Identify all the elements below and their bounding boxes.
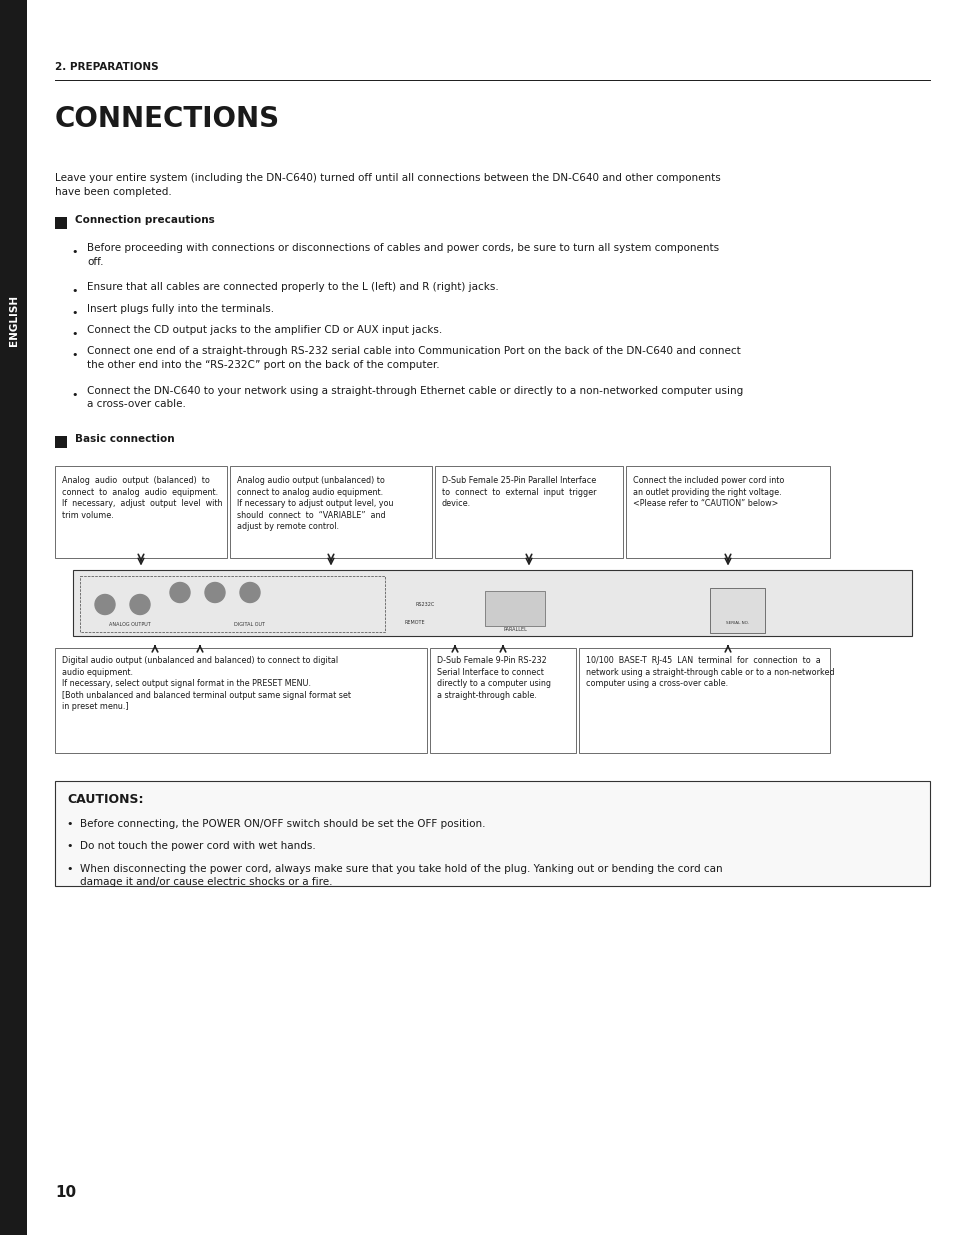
Text: •: • — [67, 820, 73, 830]
Bar — [0, 0, 27, 1235]
Bar — [80, 577, 385, 632]
Bar — [435, 467, 622, 558]
Text: Basic connection: Basic connection — [75, 435, 174, 445]
Text: •: • — [71, 308, 78, 317]
Text: Connect one end of a straight-through RS-232 serial cable into Communication Por: Connect one end of a straight-through RS… — [87, 347, 740, 370]
Bar — [55, 782, 929, 887]
Circle shape — [95, 594, 115, 615]
Text: Do not touch the power cord with wet hands.: Do not touch the power cord with wet han… — [80, 841, 315, 851]
Text: Connect the included power cord into
an outlet providing the right voltage.
<Ple: Connect the included power cord into an … — [633, 477, 783, 509]
Bar — [73, 571, 911, 636]
Bar — [484, 592, 544, 626]
Text: Ensure that all cables are connected properly to the L (left) and R (right) jack: Ensure that all cables are connected pro… — [87, 282, 498, 291]
Text: SERIAL NO.: SERIAL NO. — [724, 621, 748, 625]
Text: •: • — [71, 389, 78, 399]
Bar — [230, 467, 432, 558]
Bar — [625, 467, 829, 558]
Text: Analog audio output (unbalanced) to
connect to analog audio equipment.
If necess: Analog audio output (unbalanced) to conn… — [236, 477, 393, 531]
Text: Insert plugs fully into the terminals.: Insert plugs fully into the terminals. — [87, 304, 274, 314]
Text: 10: 10 — [55, 1186, 76, 1200]
Text: •: • — [71, 287, 78, 296]
Bar — [55, 467, 227, 558]
Circle shape — [130, 594, 150, 615]
Text: When disconnecting the power cord, always make sure that you take hold of the pl: When disconnecting the power cord, alway… — [80, 863, 721, 887]
Bar — [55, 648, 427, 753]
Text: CAUTIONS:: CAUTIONS: — [67, 794, 143, 806]
Text: ENGLISH: ENGLISH — [9, 294, 18, 346]
Text: D-Sub Female 25-Pin Parallel Interface
to  connect  to  external  input  trigger: D-Sub Female 25-Pin Parallel Interface t… — [441, 477, 596, 509]
Circle shape — [240, 583, 260, 603]
Text: Leave your entire system (including the DN-C640) turned off until all connection: Leave your entire system (including the … — [55, 173, 720, 198]
Text: Connect the CD output jacks to the amplifier CD or AUX input jacks.: Connect the CD output jacks to the ampli… — [87, 325, 442, 335]
Text: Connect the DN-C640 to your network using a straight-through Ethernet cable or d: Connect the DN-C640 to your network usin… — [87, 385, 742, 409]
Text: REMOTE: REMOTE — [404, 620, 425, 625]
Text: Before connecting, the POWER ON/OFF switch should be set the OFF position.: Before connecting, the POWER ON/OFF swit… — [80, 820, 485, 830]
Text: ANALOG OUTPUT: ANALOG OUTPUT — [109, 622, 151, 627]
Bar — [578, 648, 829, 753]
Text: PARALLEL: PARALLEL — [502, 627, 526, 632]
Text: Digital audio output (unbalanced and balanced) to connect to digital
audio equip: Digital audio output (unbalanced and bal… — [62, 657, 351, 711]
Text: CONNECTIONS: CONNECTIONS — [55, 105, 280, 133]
Circle shape — [170, 583, 190, 603]
Text: •: • — [71, 351, 78, 361]
Text: Analog  audio  output  (balanced)  to
connect  to  analog  audio  equipment.
If : Analog audio output (balanced) to connec… — [62, 477, 222, 520]
Bar — [430, 648, 576, 753]
Text: DIGITAL OUT: DIGITAL OUT — [234, 622, 265, 627]
Text: •: • — [71, 329, 78, 338]
Text: D-Sub Female 9-Pin RS-232
Serial Interface to connect
directly to a computer usi: D-Sub Female 9-Pin RS-232 Serial Interfa… — [436, 657, 551, 700]
Text: Connection precautions: Connection precautions — [75, 215, 214, 225]
Text: 2. PREPARATIONS: 2. PREPARATIONS — [55, 62, 158, 72]
Text: Before proceeding with connections or disconnections of cables and power cords, : Before proceeding with connections or di… — [87, 243, 719, 267]
Text: •: • — [71, 247, 78, 257]
Text: •: • — [67, 841, 73, 851]
Bar — [55, 436, 67, 448]
Text: 10/100  BASE-T  RJ-45  LAN  terminal  for  connection  to  a
network using a str: 10/100 BASE-T RJ-45 LAN terminal for con… — [585, 657, 834, 688]
Bar — [55, 217, 67, 228]
Circle shape — [205, 583, 225, 603]
Text: RS232C: RS232C — [415, 603, 435, 608]
Bar — [709, 589, 764, 634]
Text: •: • — [67, 863, 73, 873]
